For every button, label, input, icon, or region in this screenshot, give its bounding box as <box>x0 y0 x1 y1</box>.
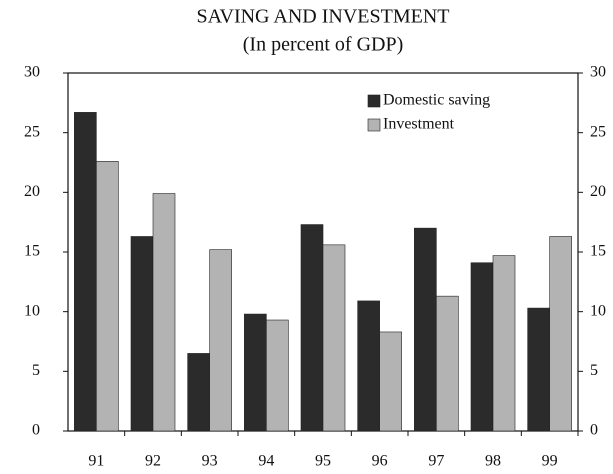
x-tick-label: 99 <box>542 453 558 470</box>
bar <box>187 353 210 432</box>
y2-tick-label: 0 <box>590 422 598 439</box>
legend-swatch <box>367 94 381 108</box>
y-tick-label: 20 <box>24 183 40 200</box>
bar <box>130 236 154 432</box>
bar <box>492 255 516 432</box>
bar <box>357 300 380 432</box>
bar <box>300 224 324 432</box>
x-tick-label: 95 <box>315 453 331 470</box>
x-tick-label: 91 <box>88 453 104 470</box>
legend-label: Domestic saving <box>383 92 490 109</box>
y2-tick-label: 10 <box>590 302 606 319</box>
x-tick-label: 93 <box>202 453 218 470</box>
y2-tick-label: 20 <box>590 183 606 200</box>
bar <box>527 307 550 432</box>
x-tick-label: 92 <box>145 453 161 470</box>
bar <box>244 313 267 432</box>
x-tick-label: 98 <box>485 453 501 470</box>
x-tick-label: 96 <box>372 453 388 470</box>
legend-swatch <box>367 118 381 132</box>
y2-tick-label: 30 <box>590 64 606 81</box>
bar <box>209 249 232 432</box>
y-tick-label: 15 <box>24 243 40 260</box>
x-tick-label: 97 <box>428 453 444 470</box>
y-tick-label: 30 <box>24 64 40 81</box>
bar <box>266 319 289 432</box>
y-tick-label: 0 <box>32 422 40 439</box>
chart-title: SAVING AND INVESTMENT <box>197 6 450 28</box>
bar <box>74 112 97 432</box>
bar <box>322 244 346 432</box>
y2-tick-label: 25 <box>590 123 606 140</box>
bar <box>436 295 459 432</box>
x-tick-label: 94 <box>258 453 274 470</box>
bar <box>414 227 437 432</box>
y-tick-label: 25 <box>24 123 40 140</box>
chart-subtitle: (In percent of GDP) <box>243 34 404 56</box>
bar <box>152 193 176 432</box>
y-tick-label: 5 <box>32 362 40 379</box>
legend-label: Investment <box>383 116 455 133</box>
bar <box>470 262 494 432</box>
y2-tick-label: 15 <box>590 243 606 260</box>
bar <box>549 236 572 432</box>
y2-tick-label: 5 <box>590 362 598 379</box>
y-tick-label: 10 <box>24 302 40 319</box>
bar <box>379 331 402 432</box>
bar <box>96 161 119 432</box>
